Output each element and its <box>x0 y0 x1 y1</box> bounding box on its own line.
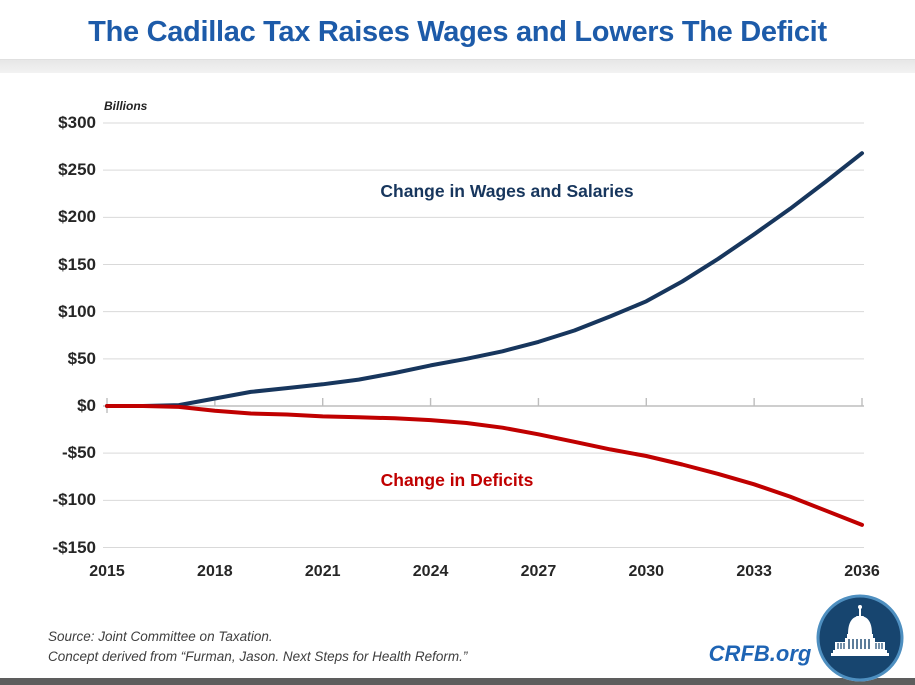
x-axis-label: 2027 <box>520 563 557 580</box>
footer-bar <box>0 678 915 685</box>
x-axis-label: 2024 <box>412 563 449 580</box>
crfb-logo <box>816 594 904 682</box>
y-axis-label: -$150 <box>52 537 96 557</box>
wages-line <box>105 151 864 408</box>
deficits-series-label: Change in Deficits <box>380 470 534 490</box>
x-axis-label: 2036 <box>844 563 880 580</box>
y-axis-label: $250 <box>58 160 96 180</box>
x-axis-label: 2030 <box>628 563 665 580</box>
capitol-icon <box>816 594 904 682</box>
y-axis-label: $300 <box>58 113 96 132</box>
x-axis-label: 2021 <box>304 563 341 580</box>
x-axis-label: 2033 <box>736 563 772 580</box>
deficits-line <box>105 404 864 527</box>
crfb-org-label: CRFB.org <box>708 641 812 666</box>
chart-title: The Cadillac Tax Raises Wages and Lowers… <box>88 16 827 48</box>
x-axis-label: 2018 <box>197 563 233 580</box>
y-axis-label: $0 <box>77 396 96 415</box>
y-axis-label: $100 <box>58 301 96 321</box>
source-note-line2: Concept derived from “Furman, Jason. Nex… <box>48 649 468 664</box>
y-axis-unit-label: Billions <box>104 99 148 113</box>
y-axis-label: -$50 <box>61 443 96 463</box>
wages-series-label: Change in Wages and Salaries <box>380 181 634 201</box>
x-axis-label: 2015 <box>89 563 125 580</box>
y-axis-label: $200 <box>58 207 96 227</box>
y-axis-label: -$100 <box>52 490 96 510</box>
y-axis-label: $50 <box>67 348 96 368</box>
y-axis-label: $150 <box>58 254 96 274</box>
header-divider-bar <box>0 59 915 73</box>
source-note-line1: Source: Joint Committee on Taxation. <box>48 629 273 644</box>
